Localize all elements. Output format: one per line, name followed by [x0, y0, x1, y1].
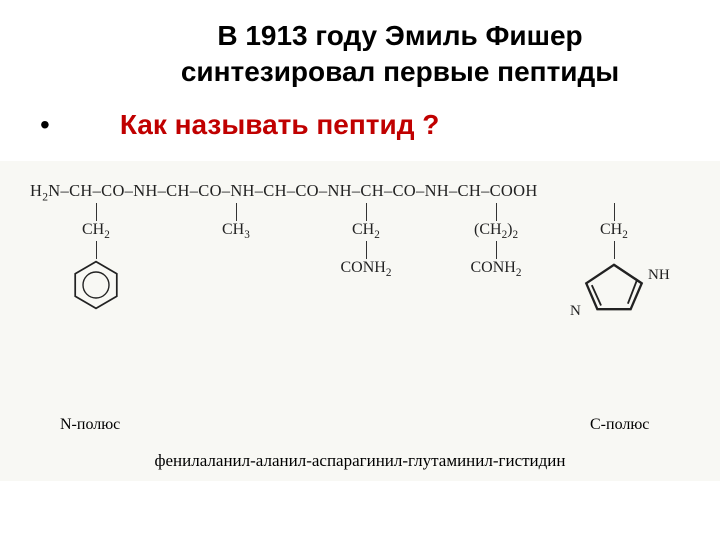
bond-line: [366, 203, 367, 221]
sidechain-his-0: CH2: [600, 221, 628, 241]
chemistry-diagram: H2N–CH–CO–NH–CH–CO–NH–CH–CO–NH–CH–CO–NH–…: [0, 161, 720, 481]
title-line2: синтезировал первые пептиды: [120, 54, 680, 90]
benzene-ring-icon: [70, 259, 122, 311]
nh-label: NH: [648, 267, 670, 284]
peptide-name-caption: фенилаланил-аланил-аспарагинил-глутамини…: [0, 451, 720, 471]
title-block: В 1913 году Эмиль Фишер синтезировал пер…: [0, 0, 720, 101]
bond-line: [614, 203, 615, 221]
title-line1: В 1913 году Эмиль Фишер: [120, 18, 680, 54]
bond-line: [96, 203, 97, 221]
bond-line: [236, 203, 237, 221]
sidechain-gln-1: CONH2: [471, 259, 522, 279]
sidechain-gln-0: (CH2)2: [474, 221, 518, 241]
subtitle-text: Как называть пептид ?: [120, 109, 440, 141]
n-label: N: [570, 303, 581, 320]
bullet-icon: •: [40, 109, 50, 141]
c-pole-label: C-полюс: [590, 416, 649, 434]
subtitle-row: • Как называть пептид ?: [0, 101, 720, 151]
sidechain-asn-0: CH2: [352, 221, 380, 241]
bond-line: [614, 241, 615, 259]
bond-line: [96, 241, 97, 259]
imidazole-ring-icon: [577, 259, 651, 315]
bond-line: [366, 241, 367, 259]
sidechain-asn-1: CONH2: [341, 259, 392, 279]
bond-line: [496, 241, 497, 259]
bond-line: [496, 203, 497, 221]
peptide-backbone: H2N–CH–CO–NH–CH–CO–NH–CH–CO–NH–CH–CO–NH–…: [30, 181, 538, 203]
sidechain-phe-0: CH2: [82, 221, 110, 241]
sidechain-ala-0: CH3: [222, 221, 250, 241]
n-pole-label: N-полюс: [60, 416, 120, 434]
